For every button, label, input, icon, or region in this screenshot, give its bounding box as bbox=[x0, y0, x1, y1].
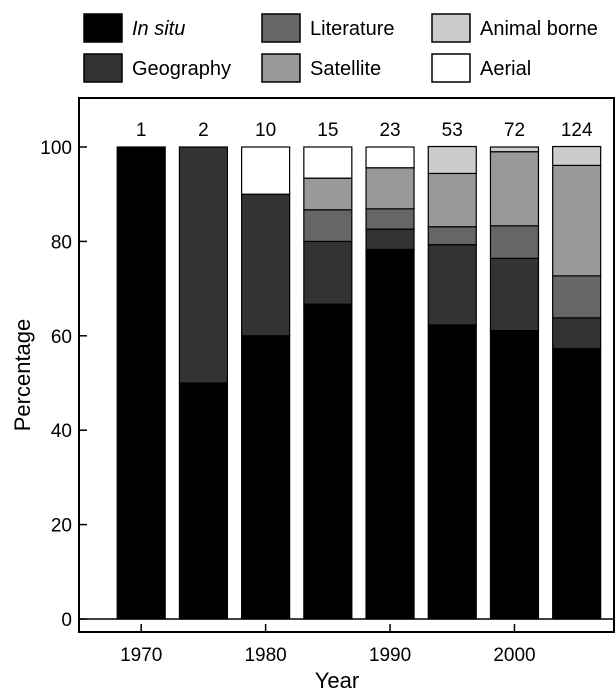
bar-segment-in-situ bbox=[489, 330, 540, 620]
bar-segment-satellite bbox=[365, 167, 415, 210]
legend-label: Satellite bbox=[310, 58, 381, 80]
bar-segment-literature bbox=[365, 208, 415, 230]
bar-count-label: 72 bbox=[504, 120, 525, 141]
y-tick-label: 60 bbox=[51, 327, 72, 348]
bar-count-label: 15 bbox=[317, 120, 338, 141]
bar-segment-literature bbox=[489, 225, 540, 259]
legend-swatch bbox=[83, 53, 123, 83]
x-tick-label: 1990 bbox=[369, 645, 411, 666]
bar-segment-literature bbox=[552, 275, 602, 319]
bar-segment-animal-borne bbox=[427, 145, 477, 175]
bar-segment-animal-borne bbox=[489, 146, 540, 153]
legend-label: Aerial bbox=[480, 58, 531, 80]
legend-label: Literature bbox=[310, 18, 395, 40]
bar-segment-in-situ bbox=[303, 303, 353, 620]
bar-segment-geography bbox=[178, 146, 229, 384]
legend-swatch bbox=[261, 53, 301, 83]
y-tick-label: 40 bbox=[51, 421, 72, 442]
legend-swatch bbox=[83, 13, 123, 43]
plot-frame bbox=[78, 97, 615, 633]
bar-segment-satellite bbox=[552, 164, 602, 277]
bar-segment-aerial bbox=[303, 146, 353, 179]
y-tick-label: 20 bbox=[51, 516, 72, 537]
bar-count-label: 1 bbox=[136, 120, 147, 141]
bar-segment-satellite bbox=[489, 151, 540, 227]
plot-area: 0 20 40 60 80 100 1970 1980 1990 2000 1 2 10 15 23 53 72… bbox=[40, 97, 615, 666]
y-tick-label: 0 bbox=[61, 610, 72, 631]
bar-segment-geography bbox=[489, 257, 540, 332]
y-tick-label: 80 bbox=[51, 232, 72, 253]
bar-segment-in-situ bbox=[241, 335, 291, 620]
bar-count-label: 2 bbox=[198, 120, 209, 141]
bar-segment-geography bbox=[365, 228, 415, 251]
bar-segment-satellite bbox=[303, 177, 353, 211]
bar-segment-in-situ bbox=[116, 146, 166, 620]
bar-count-label: 23 bbox=[379, 120, 400, 141]
bar-count-label: 53 bbox=[442, 120, 463, 141]
legend-swatch bbox=[431, 53, 471, 83]
bar-count-label: 10 bbox=[255, 120, 276, 141]
x-axis-title: Year bbox=[315, 668, 359, 693]
legend-label: In situ bbox=[132, 18, 185, 40]
bar-segment-in-situ bbox=[178, 382, 229, 620]
bar-segment-geography bbox=[303, 240, 353, 305]
x-tick-label: 2000 bbox=[493, 645, 535, 666]
bar-segment-in-situ bbox=[365, 248, 415, 620]
bar-segment-geography bbox=[427, 244, 477, 326]
legend-swatch bbox=[261, 13, 301, 43]
bar-count-label: 124 bbox=[561, 120, 593, 141]
bar-segment-in-situ bbox=[552, 347, 602, 620]
legend-label: Animal borne bbox=[480, 18, 598, 40]
bar-segment-aerial bbox=[365, 146, 415, 169]
bar-segment-geography bbox=[552, 317, 602, 350]
legend: In situ Geography Literature Satellite Anima… bbox=[83, 13, 598, 83]
y-axis-title: Percentage bbox=[10, 319, 35, 432]
bar-segment-geography bbox=[241, 193, 291, 337]
legend-swatch bbox=[431, 13, 471, 43]
x-tick-label: 1980 bbox=[244, 645, 286, 666]
bar-segment-satellite bbox=[427, 172, 477, 228]
bar-segment-in-situ bbox=[427, 324, 477, 620]
bar-segment-literature bbox=[427, 226, 477, 246]
bar-segment-literature bbox=[303, 209, 353, 243]
x-tick-label: 1970 bbox=[120, 645, 162, 666]
legend-label: Geography bbox=[132, 58, 231, 80]
bar-segment-animal-borne bbox=[552, 145, 602, 167]
y-tick-label: 100 bbox=[40, 138, 72, 159]
bar-segment-aerial bbox=[241, 146, 291, 195]
